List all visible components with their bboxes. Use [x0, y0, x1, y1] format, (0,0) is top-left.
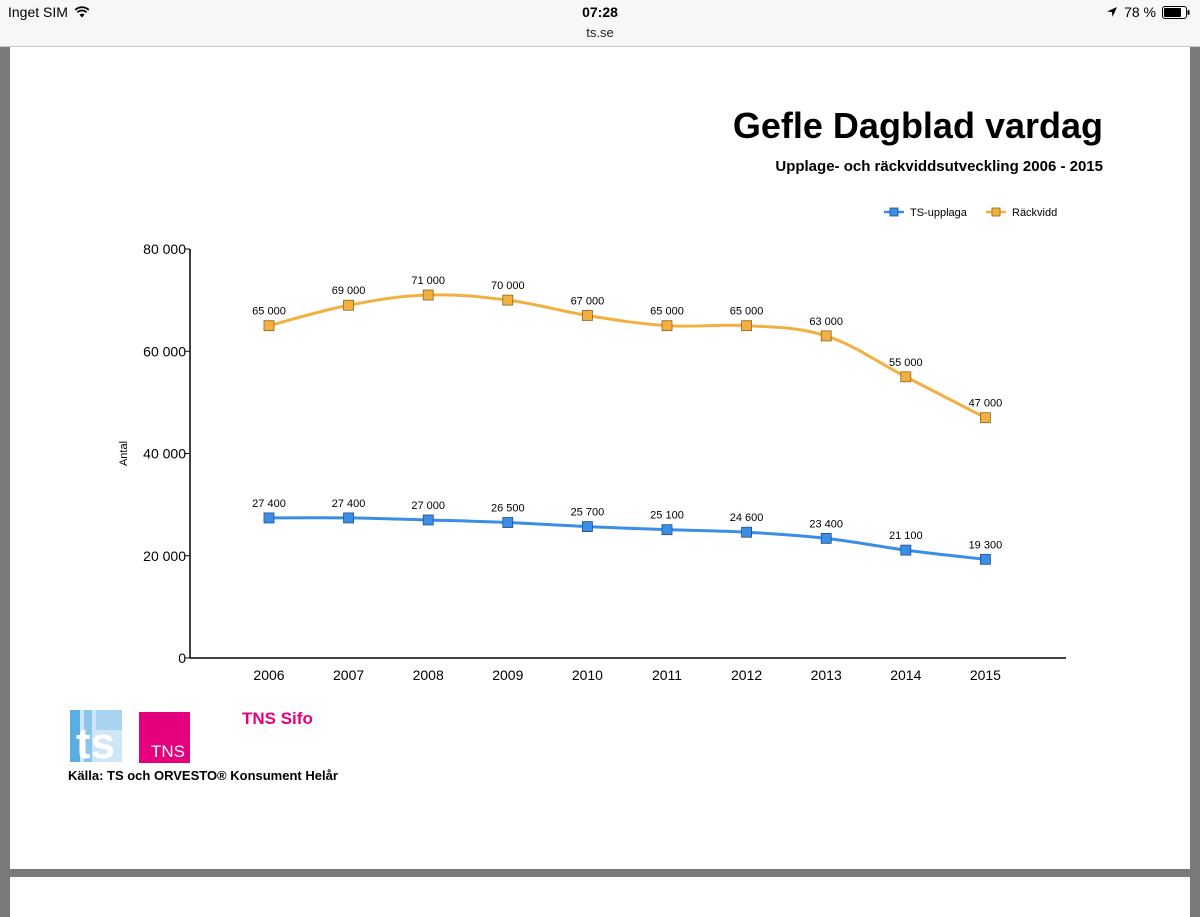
- x-tick-label: 2009: [492, 667, 523, 683]
- x-tick-label: 2010: [572, 667, 603, 683]
- data-label: 25 100: [650, 510, 684, 522]
- x-tick-label: 2006: [253, 667, 284, 683]
- data-point: [980, 412, 991, 424]
- battery-percent: 78 %: [1124, 4, 1156, 20]
- logo-group: ts TNS TNS Sifo: [70, 710, 313, 766]
- data-point: [980, 553, 991, 565]
- data-label: 65 000: [730, 306, 764, 318]
- wifi-icon: [74, 6, 90, 18]
- data-label: 25 700: [571, 507, 605, 519]
- data-label: 21 100: [889, 530, 923, 542]
- data-label: 67 000: [571, 295, 605, 307]
- data-point: [582, 521, 593, 533]
- tns-logo: TNS: [139, 712, 190, 763]
- data-label: 23 400: [809, 518, 843, 530]
- data-point: [741, 526, 752, 538]
- x-tick-label: 2008: [413, 667, 444, 683]
- tns-sifo-text: TNS Sifo: [242, 710, 313, 728]
- x-tick-label: 2013: [811, 667, 842, 683]
- data-label: 69 000: [332, 285, 366, 297]
- data-point: [263, 320, 275, 332]
- data-point: [661, 320, 673, 332]
- line-chart: TS-upplaga Räckvidd 0 20 000 40 000 60 000 80…: [118, 207, 1066, 683]
- data-label: 24 600: [730, 512, 764, 524]
- x-tick-label: 2012: [731, 667, 762, 683]
- data-point: [900, 544, 912, 556]
- data-point: [343, 299, 355, 311]
- legend-marker-1: [889, 207, 899, 217]
- carrier-text: Inget SIM: [8, 4, 68, 20]
- x-tick-label: 2014: [890, 667, 921, 683]
- data-label: 47 000: [969, 398, 1003, 410]
- data-point: [502, 517, 514, 528]
- data-point: [343, 512, 355, 524]
- svg-text:ts: ts: [76, 719, 115, 766]
- data-point: [502, 294, 514, 306]
- y-tick-label: 40 000: [143, 446, 186, 462]
- data-point: [900, 371, 912, 383]
- data-label: 55 000: [889, 357, 923, 369]
- series-line-1: [268, 516, 986, 561]
- chart-legend: TS-upplaga Räckvidd: [884, 207, 1057, 219]
- legend-label-1: TS-upplaga: [910, 207, 968, 219]
- chart-axes: 0 20 000 40 000 60 000 80 000 Antal 2006 2007 20…: [118, 241, 1066, 683]
- svg-text:TNS: TNS: [151, 742, 185, 761]
- status-bar: Inget SIM 07:28 78 %: [0, 0, 1200, 24]
- clock: 07:28: [582, 4, 618, 20]
- data-point: [263, 512, 275, 524]
- y-tick-label: 80 000: [143, 241, 186, 257]
- data-label: 19 300: [969, 539, 1003, 551]
- data-label: 27 000: [411, 500, 445, 512]
- data-label: 70 000: [491, 280, 525, 292]
- battery-icon: [1162, 5, 1190, 19]
- location-arrow-icon: [1107, 7, 1118, 17]
- x-tick-label: 2015: [970, 667, 1001, 683]
- data-point: [741, 320, 752, 332]
- chart-subtitle: Upplage- och räckviddsutveckling 2006 - …: [775, 158, 1103, 175]
- data-label: 65 000: [252, 306, 286, 318]
- legend-marker-2: [991, 207, 1001, 217]
- data-point: [582, 310, 593, 321]
- next-document-page: [10, 877, 1190, 917]
- url-bar[interactable]: ts.se: [0, 24, 1200, 47]
- data-point: [820, 532, 832, 544]
- chart-series: 27 400 27 400 27 000 26 500 25 700 25 100 24 6…: [252, 275, 1003, 565]
- data-label: 65 000: [650, 306, 684, 318]
- y-axis-label: Antal: [118, 441, 130, 466]
- y-tick-label: 0: [178, 650, 186, 666]
- data-point: [820, 330, 832, 342]
- legend-label-2: Räckvidd: [1012, 207, 1057, 219]
- data-label: 27 400: [252, 498, 286, 510]
- data-label: 63 000: [809, 316, 843, 328]
- data-point: [422, 289, 434, 301]
- chart-title: Gefle Dagblad vardag: [732, 105, 1103, 146]
- document-page: Gefle Dagblad vardag Upplage- och räckvi…: [10, 47, 1190, 869]
- data-point: [422, 514, 434, 526]
- series-line-2: [268, 293, 987, 420]
- data-label: 71 000: [411, 275, 445, 287]
- source-note: Källa: TS och ORVESTO® Konsument Helår: [68, 768, 338, 783]
- url-text[interactable]: ts.se: [586, 25, 614, 40]
- x-tick-label: 2011: [652, 667, 682, 683]
- y-tick-label: 60 000: [143, 343, 186, 359]
- ts-logo: ts: [70, 710, 122, 766]
- data-label: 27 400: [332, 498, 366, 510]
- x-tick-label: 2007: [333, 667, 364, 683]
- y-tick-label: 20 000: [143, 548, 186, 564]
- data-point: [661, 524, 673, 536]
- data-label: 26 500: [491, 503, 525, 515]
